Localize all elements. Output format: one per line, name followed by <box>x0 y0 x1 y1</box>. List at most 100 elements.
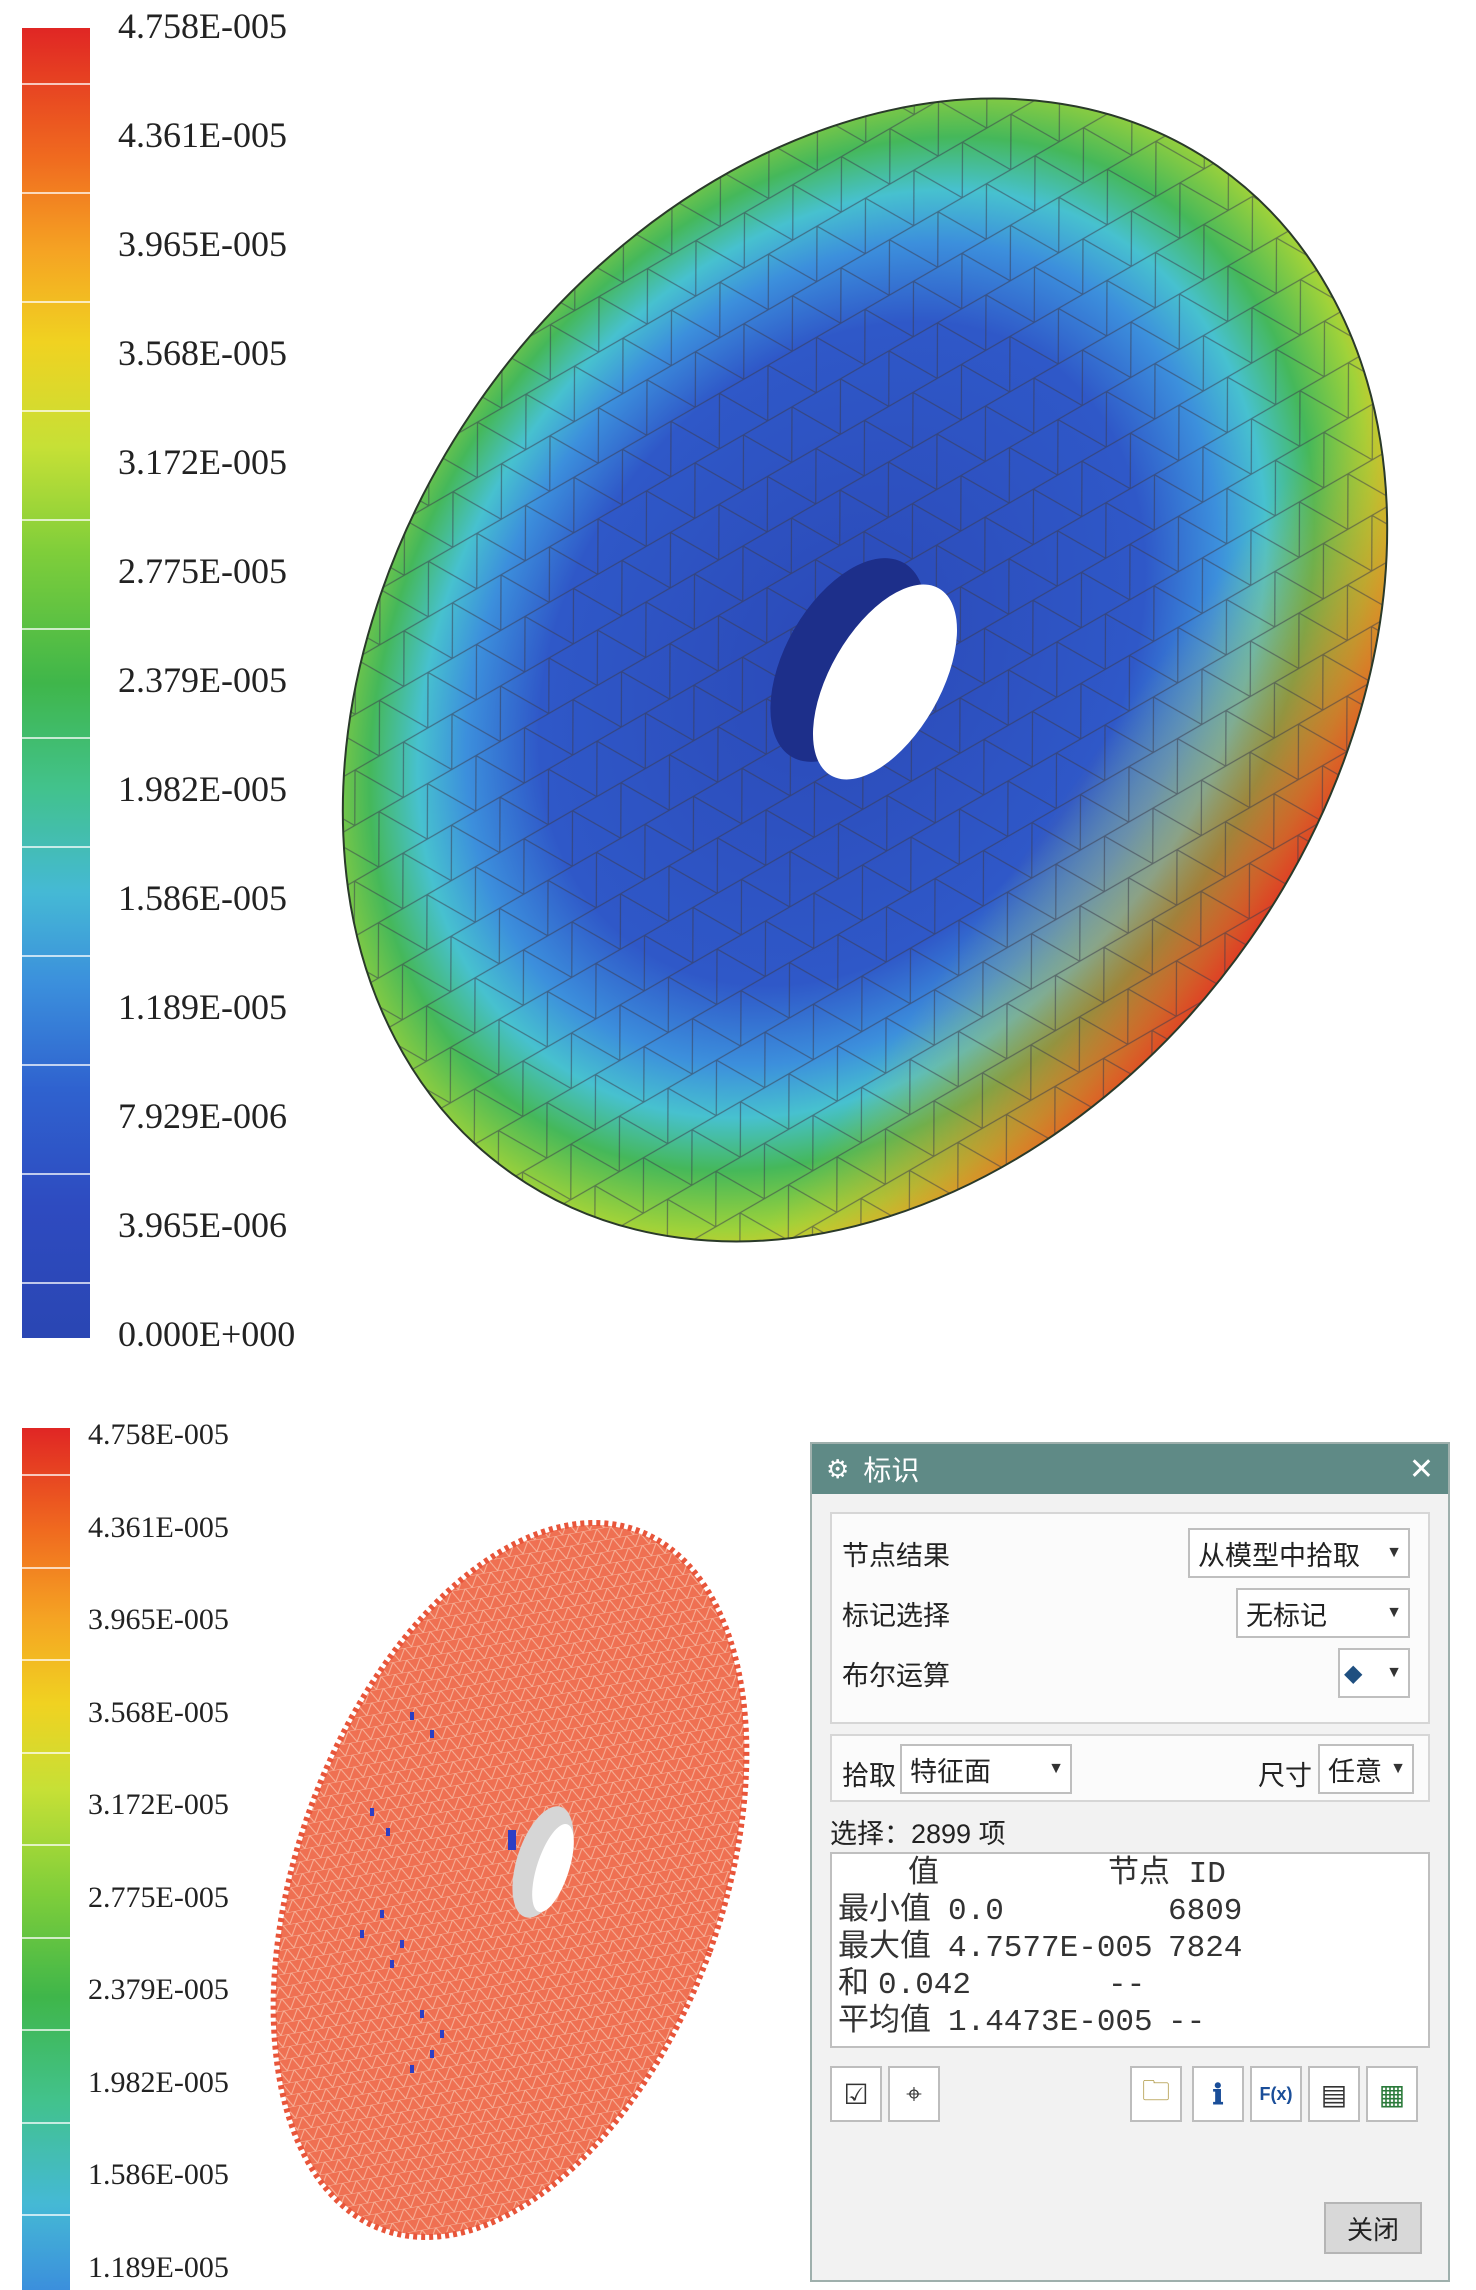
export-spreadsheet-button[interactable]: ▦ <box>1366 2066 1418 2122</box>
folder-icon: 🗀 <box>1141 2075 1170 2106</box>
legend-label: 4.758E-005 <box>118 6 287 46</box>
close-icon[interactable]: ✕ <box>1408 1452 1434 1486</box>
legend-label: 3.965E-006 <box>118 1205 287 1245</box>
size-label: 尺寸 <box>1258 1761 1312 1791</box>
top-disc-contour-plot <box>310 20 1430 1320</box>
min-node-id: 6809 <box>1168 1894 1243 1929</box>
legend-label: 3.568E-005 <box>118 333 287 373</box>
results-header-row: 值 节点 ID <box>838 1856 1422 1893</box>
bottom-color-legend-bar <box>22 1428 70 2290</box>
chevron-down-icon: ▼ <box>1386 1664 1402 1681</box>
legend-tick <box>22 82 90 85</box>
legend-label: 3.965E-005 <box>118 224 287 264</box>
selection-count: 选择：2899 项 <box>830 1819 1006 1849</box>
legend-label: 2.775E-005 <box>118 551 287 591</box>
legend-label: 1.982E-005 <box>118 769 287 809</box>
legend-tick <box>22 1281 90 1284</box>
legend-tick <box>22 2029 70 2032</box>
legend-label: 4.361E-005 <box>88 1510 229 1544</box>
legend-label: 2.379E-005 <box>88 1973 229 2006</box>
legend-tick <box>22 300 90 303</box>
legend-tick <box>22 1844 70 1847</box>
gear-icon: ⚙ <box>826 1453 850 1484</box>
legend-label: 4.758E-005 <box>88 1418 229 1451</box>
close-button[interactable]: 关闭 <box>1324 2202 1422 2254</box>
open-folder-button[interactable]: 🗀 <box>1130 2066 1182 2122</box>
results-sum-row: 和 0.042 -- <box>838 1967 1422 2004</box>
legend-tick <box>22 845 90 848</box>
max-label: 最大值 <box>838 1931 931 1966</box>
chevron-down-icon: ▼ <box>1386 1544 1402 1561</box>
legend-tick <box>22 518 90 521</box>
node-result-label: 节点结果 <box>842 1541 950 1571</box>
chevron-down-icon: ▼ <box>1390 1760 1406 1777</box>
legend-label: 2.775E-005 <box>88 1880 229 1914</box>
dialog-titlebar: ⚙ 标识 ✕ <box>812 1444 1448 1494</box>
function-button[interactable]: F(x) <box>1250 2066 1302 2122</box>
disc2-center-hole <box>508 1806 574 1918</box>
legend-label: 1.982E-005 <box>88 2065 229 2099</box>
results-avg-row: 平均值 1.4473E-005 -- <box>838 2004 1422 2041</box>
legend-label: 3.172E-005 <box>88 1788 229 1821</box>
header-value: 值 <box>908 1857 939 1892</box>
results-min-row: 最小值 0.0 6809 <box>838 1893 1422 1930</box>
info-button[interactable]: ℹ <box>1192 2066 1244 2122</box>
avg-node-id: -- <box>1168 2005 1206 2040</box>
pick-type-dropdown[interactable]: 特征面 ▼ <box>900 1744 1072 1794</box>
bottom-result-view: 4.758E-005 4.361E-005 3.965E-005 3.568E-005… <box>0 1400 1476 2290</box>
max-node-id: 7824 <box>1168 1931 1243 1966</box>
report-button[interactable]: ▤ <box>1308 2066 1360 2122</box>
identify-dialog: ⚙ 标识 ✕ 节点结果 从模型中拾取 ▼ 标记选择 无标记 ▼ 布尔运算 ◆ ▼ 拾取… <box>810 1442 1450 2282</box>
legend-label: 3.568E-005 <box>88 1695 229 1729</box>
avg-value: 1.4473E-005 <box>948 2005 1153 2040</box>
pick-label: 拾取 <box>842 1761 896 1791</box>
bottom-disc-selection-plot <box>270 1519 750 2241</box>
chevron-down-icon: ▼ <box>1386 1604 1402 1621</box>
reset-pick-button[interactable]: ⌖ <box>888 2066 940 2122</box>
legend-tick <box>22 1172 90 1175</box>
legend-label: 2.379E-005 <box>118 660 287 700</box>
spreadsheet-icon: ▦ <box>1378 2078 1406 2110</box>
avg-label: 平均值 <box>838 2005 931 2040</box>
select-notes-button[interactable]: ☑ <box>830 2066 882 2122</box>
mark-select-dropdown[interactable]: 无标记 ▼ <box>1236 1588 1410 1638</box>
legend-label: 1.586E-005 <box>88 2158 229 2191</box>
document-icon: ▤ <box>1320 2078 1348 2110</box>
results-max-row: 最大值 4.7577E-005 7824 <box>838 1930 1422 1967</box>
legend-label: 7.929E-006 <box>118 1096 287 1136</box>
size-dropdown[interactable]: 任意 ▼ <box>1318 1744 1414 1794</box>
sum-node-id: -- <box>1108 1968 1146 2003</box>
selected-node-markers <box>360 1712 444 2073</box>
legend-tick <box>22 1566 70 1569</box>
node-result-dropdown[interactable]: 从模型中拾取 ▼ <box>1188 1528 1410 1578</box>
legend-label: 1.189E-005 <box>118 987 287 1027</box>
header-node-id: 节点 ID <box>1108 1857 1226 1892</box>
node-result-group: 节点结果 从模型中拾取 ▼ 标记选择 无标记 ▼ 布尔运算 ◆ ▼ <box>830 1512 1430 1724</box>
mark-select-label: 标记选择 <box>842 1601 950 1631</box>
legend-tick <box>22 1936 70 1939</box>
legend-tick <box>22 954 90 957</box>
max-value: 4.7577E-005 <box>948 1931 1153 1966</box>
disc-center-hole <box>770 558 958 780</box>
legend-label: 4.361E-005 <box>118 115 287 155</box>
dialog-title: 标识 <box>863 1455 920 1486</box>
legend-label: 0.000E+000 <box>118 1314 296 1354</box>
crosshair-icon: ⌖ <box>906 2077 922 2109</box>
legend-tick <box>22 1659 70 1662</box>
min-label: 最小值 <box>838 1894 931 1929</box>
boolean-operation-dropdown[interactable]: ◆ ▼ <box>1338 1648 1410 1698</box>
legend-label: 3.965E-005 <box>88 1603 229 1636</box>
info-icon: ℹ <box>1212 2078 1224 2110</box>
legend-tick <box>22 2214 70 2217</box>
min-value: 0.0 <box>948 1894 1004 1929</box>
chevron-down-icon: ▼ <box>1048 1760 1064 1777</box>
boolean-add-icon: ◆ <box>1344 1659 1363 1687</box>
legend-tick <box>22 627 90 630</box>
sum-label: 和 <box>838 1968 869 2003</box>
pick-group: 拾取 特征面 ▼ 尺寸 任意 ▼ <box>830 1734 1430 1802</box>
legend-tick <box>22 191 90 194</box>
results-textbox[interactable]: 值 节点 ID 最小值 0.0 6809 最大值 4.7577E-005 782… <box>830 1852 1430 2048</box>
legend-tick <box>22 2121 70 2124</box>
sum-value: 0.042 <box>878 1968 972 2003</box>
legend-label: 3.172E-005 <box>118 442 287 482</box>
